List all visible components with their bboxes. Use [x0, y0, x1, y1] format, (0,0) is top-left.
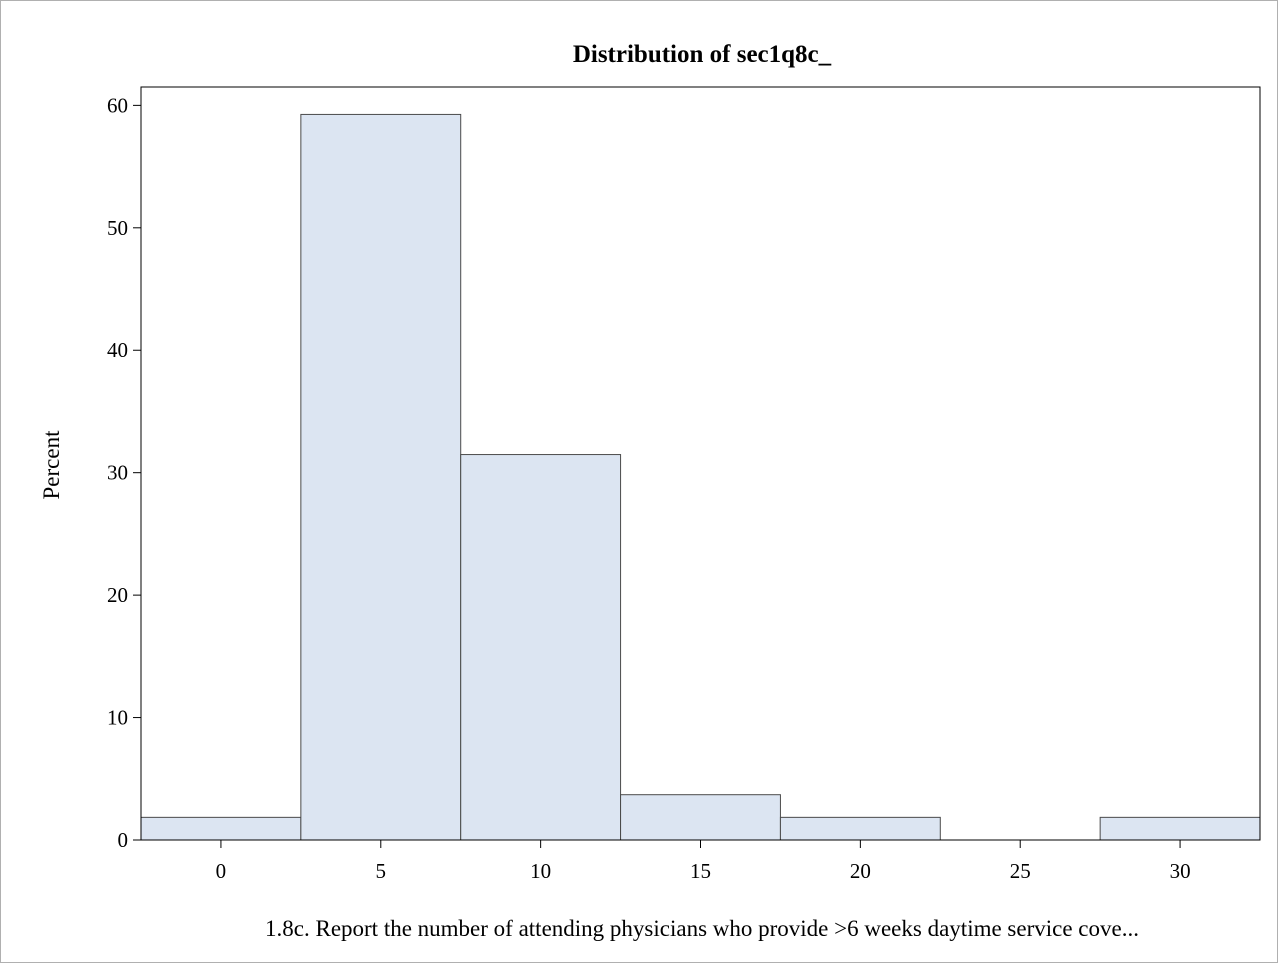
x-tick-label: 0	[216, 859, 227, 883]
y-tick-label: 0	[118, 828, 129, 852]
bars-group	[140, 113, 1261, 841]
x-tick-label: 5	[376, 859, 387, 883]
histogram-bar	[140, 816, 302, 841]
y-tick-label: 40	[107, 338, 128, 362]
histogram-bar	[300, 113, 462, 841]
x-tick-label: 30	[1170, 859, 1191, 883]
y-tick-label: 50	[107, 216, 128, 240]
x-axis: 0 5 10 15 20 25 30	[216, 840, 1191, 883]
x-axis-title: 1.8c. Report the number of attending phy…	[265, 916, 1139, 941]
histogram-bar	[460, 454, 622, 841]
y-tick-label: 20	[107, 583, 128, 607]
histogram-bar	[620, 794, 781, 841]
y-axis: 0 10 20 30 40 50 60	[107, 93, 141, 852]
y-tick-label: 10	[107, 706, 128, 730]
histogram-bar	[1099, 816, 1261, 841]
x-tick-label: 20	[850, 859, 871, 883]
y-axis-title: Percent	[39, 430, 64, 500]
x-tick-label: 10	[530, 859, 551, 883]
histogram-bar	[779, 816, 941, 841]
y-tick-label: 30	[107, 461, 128, 485]
y-tick-label: 60	[107, 93, 128, 117]
x-tick-label: 15	[690, 859, 711, 883]
chart-title: Distribution of sec1q8c_	[573, 41, 832, 68]
x-tick-label: 25	[1010, 859, 1031, 883]
